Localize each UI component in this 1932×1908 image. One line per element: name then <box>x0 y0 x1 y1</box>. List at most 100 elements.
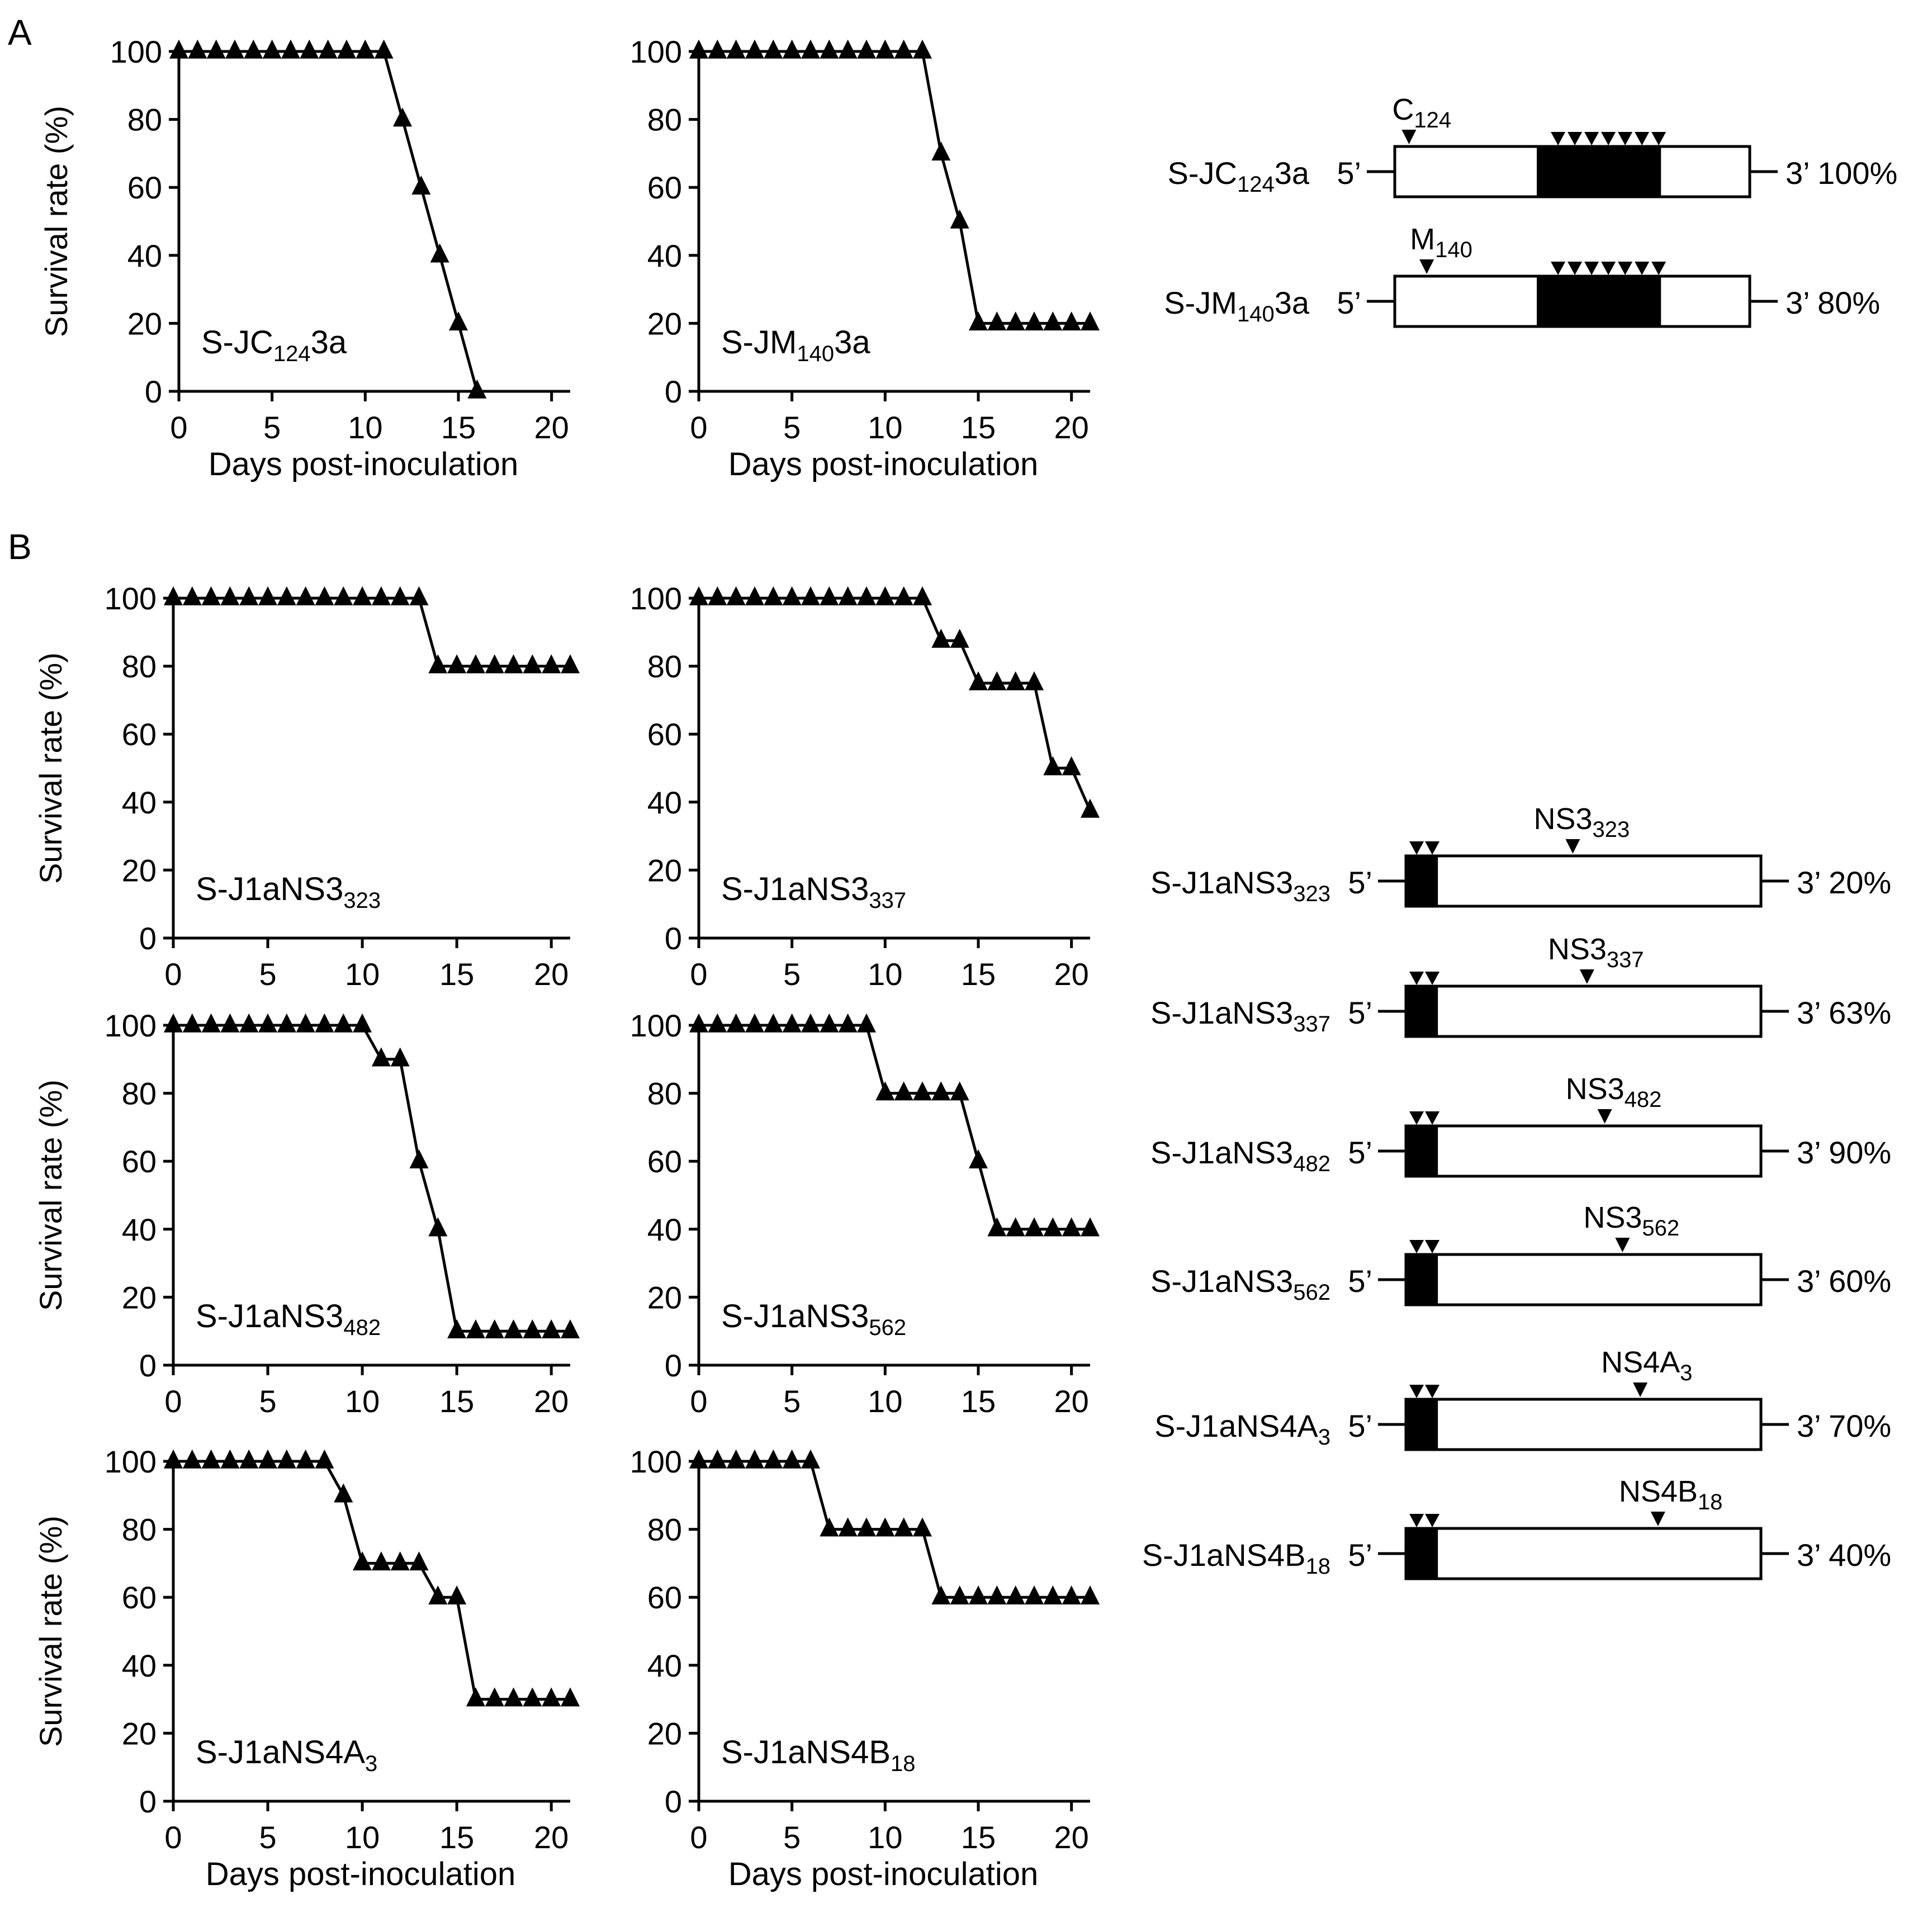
xtick-label-b3-2: 10 <box>345 1384 380 1419</box>
data-point-b4-21 <box>1081 1217 1100 1237</box>
xlabel-b6: Days post-inoculation <box>728 1856 1039 1892</box>
ytick-label-a2-5: 100 <box>630 34 682 69</box>
data-point-b6-7 <box>820 1517 839 1537</box>
mutation-marker-cb5 <box>1633 1383 1648 1397</box>
chart-title-main-b1: S-J1aNS3 <box>196 871 343 907</box>
chart-b6: 0 20 40 60 80 100 0 5 10 15 20 Days post-inoculatio… <box>630 1444 1100 1892</box>
chart-title-sub-b1: 323 <box>343 888 381 913</box>
data-point-b1-9 <box>334 586 353 605</box>
xtick-label-b2-1: 5 <box>783 957 801 992</box>
chimeric-region-cb5 <box>1406 1399 1438 1450</box>
data-point-a2-12 <box>913 39 932 59</box>
construct-name-main-cb2: S-J1aNS3 <box>1150 995 1293 1030</box>
mutation-triangle-ca1-4 <box>1618 132 1633 145</box>
ytick-label-a2-1: 20 <box>647 306 682 341</box>
chart-title-main-b5: S-J1aNS4A <box>196 1734 365 1770</box>
data-point-b6-19 <box>1043 1585 1063 1604</box>
construct-name-main-ca1: S-JC <box>1168 155 1237 191</box>
data-point-b5-10 <box>353 1551 372 1571</box>
ytick-label-b5-5: 100 <box>105 1444 157 1479</box>
mutation-label-main-cb6: NS4B <box>1619 1475 1698 1508</box>
three-prime-text-cb4: 3’ <box>1797 1263 1821 1299</box>
data-point-b3-2 <box>201 1013 221 1033</box>
three-prime-label-cb5: 3’ 70% <box>1797 1408 1891 1443</box>
data-point-a1-6 <box>281 39 300 59</box>
data-point-a1-0 <box>169 39 188 59</box>
data-point-b2-3 <box>745 586 764 605</box>
chart-b2: 0 20 40 60 80 100 0 5 10 15 20 S-J1aNS3337 <box>630 581 1100 992</box>
chart-title-a2: S-JM1403a <box>721 324 870 366</box>
mutation-label-main-cb5: NS4A <box>1601 1346 1680 1379</box>
data-point-a2-13 <box>931 141 951 161</box>
data-point-b2-6 <box>801 586 820 605</box>
construct-cb6: S-J1aNS4B18 5’ 3’ 40%NS4B18 <box>1142 1475 1891 1580</box>
three-prime-text-cb5: 3’ <box>1797 1408 1821 1443</box>
construct-cb3: S-J1aNS3482 5’ 3’ 90%NS3482 <box>1150 1072 1891 1178</box>
data-point-b5-11 <box>371 1551 391 1571</box>
ytick-label-a2-3: 60 <box>647 170 682 205</box>
ytick-label-b1-2: 40 <box>122 785 157 820</box>
chart-b3: 0 20 40 60 80 100 0 5 10 15 20 Survival rate (%) S-J… <box>33 1008 580 1419</box>
mutation-triangle-cb4-1 <box>1425 1240 1440 1253</box>
construct-cb1: S-J1aNS3323 5’ 3’ 20%NS3323 <box>1150 802 1891 908</box>
data-point-a2-20 <box>1062 311 1081 331</box>
three-prime-label-cb2: 3’ 63% <box>1797 995 1891 1030</box>
construct-name-sub-cb5: 3 <box>1318 1425 1330 1450</box>
data-point-a2-16 <box>987 311 1007 331</box>
series-line-b3 <box>173 1024 570 1333</box>
mutation-triangle-cb4-0 <box>1409 1240 1424 1253</box>
panel-label-a: A <box>8 12 32 53</box>
ylabel-b1: Survival rate (%) <box>33 652 68 884</box>
data-point-b4-13 <box>931 1081 951 1101</box>
data-point-a1-10 <box>356 39 375 59</box>
mutation-marker-cb1 <box>1565 839 1580 854</box>
ytick-label-b3-3: 60 <box>122 1144 157 1179</box>
three-prime-text-cb2: 3’ <box>1797 995 1821 1030</box>
series-line-b1 <box>173 596 570 668</box>
construct-name-sub-ca1: 124 <box>1237 172 1275 197</box>
chimeric-region-cb3 <box>1406 1126 1438 1176</box>
data-point-b3-16 <box>466 1319 485 1338</box>
ytick-label-b3-0: 0 <box>139 1348 157 1383</box>
data-point-b4-11 <box>894 1081 913 1101</box>
data-point-a1-16 <box>467 379 487 399</box>
data-point-a1-13 <box>411 175 431 195</box>
xtick-label-a2-1: 5 <box>783 410 801 445</box>
chart-title-tail-a1: 3a <box>311 324 347 361</box>
series-line-b4 <box>699 1024 1090 1231</box>
data-point-b6-5 <box>782 1449 802 1469</box>
construct-name-cb4: S-J1aNS3562 <box>1150 1263 1330 1305</box>
data-point-b2-18 <box>1025 671 1044 690</box>
data-point-b3-11 <box>371 1047 391 1067</box>
ytick-label-b1-0: 0 <box>139 921 157 956</box>
xlabel-a2: Days post-inoculation <box>728 446 1039 482</box>
mutation-label-main-ca1: C <box>1392 93 1414 126</box>
data-point-b3-8 <box>315 1013 334 1033</box>
mutation-label-sub-cb5: 3 <box>1680 1361 1692 1385</box>
data-point-b6-14 <box>950 1585 969 1604</box>
data-point-b2-14 <box>950 628 969 648</box>
data-point-b6-3 <box>745 1449 764 1469</box>
three-prime-text-cb1: 3’ <box>1797 865 1821 900</box>
ytick-label-b5-3: 60 <box>122 1580 157 1615</box>
mutation-triangle-cb2-1 <box>1425 972 1440 985</box>
mutation-marker-cb4 <box>1615 1238 1630 1252</box>
three-prime-text-ca1: 3’ <box>1786 155 1810 191</box>
ytick-label-b3-2: 40 <box>122 1212 157 1247</box>
data-point-b1-18 <box>504 654 523 674</box>
data-point-b6-21 <box>1081 1585 1100 1604</box>
xtick-label-a1-0: 0 <box>170 410 187 445</box>
mutation-triangle-ca2-0 <box>1551 262 1566 275</box>
data-point-b6-2 <box>726 1449 746 1469</box>
ytick-label-b5-1: 20 <box>122 1716 157 1751</box>
data-point-a2-14 <box>950 209 969 229</box>
mutation-label-sub-cb3: 482 <box>1625 1087 1662 1112</box>
genome-box-cb4 <box>1404 1253 1763 1306</box>
chart-title-sub-b2: 337 <box>869 888 906 913</box>
five-prime-label-ca2: 5’ <box>1337 285 1361 320</box>
ytick-label-a1-0: 0 <box>145 374 162 409</box>
xtick-label-b5-2: 10 <box>345 1820 380 1855</box>
mutation-label-ca2: M140 <box>1410 222 1472 262</box>
data-point-a2-8 <box>838 39 858 59</box>
data-point-a1-2 <box>206 39 226 59</box>
